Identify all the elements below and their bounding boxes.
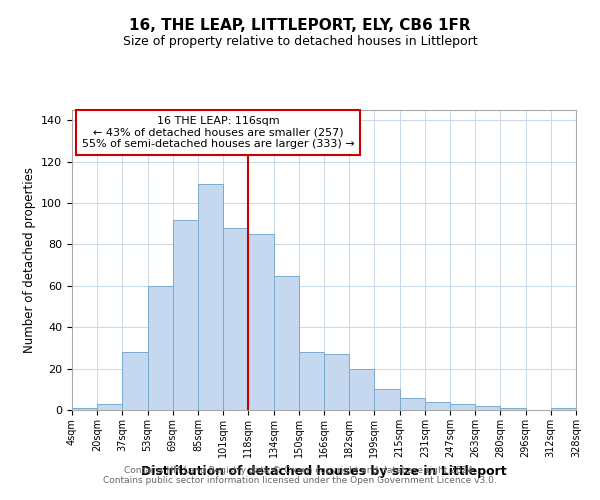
Bar (374, 390, 400, 410)
Bar (248, 234, 274, 410)
Text: 16, THE LEAP, LITTLEPORT, ELY, CB6 1FR: 16, THE LEAP, LITTLEPORT, ELY, CB6 1FR (129, 18, 471, 32)
Bar (97, 404, 122, 410)
Text: 16 THE LEAP: 116sqm
← 43% of detached houses are smaller (257)
55% of semi-detac: 16 THE LEAP: 116sqm ← 43% of detached ho… (82, 116, 355, 149)
Bar (400, 398, 425, 410)
Bar (148, 286, 173, 410)
Bar (475, 406, 500, 410)
Bar (500, 408, 526, 410)
Bar (72, 408, 97, 410)
Text: Contains HM Land Registry data © Crown copyright and database right 2024.
Contai: Contains HM Land Registry data © Crown c… (103, 466, 497, 485)
Bar (425, 402, 450, 410)
Bar (551, 408, 576, 410)
X-axis label: Distribution of detached houses by size in Littleport: Distribution of detached houses by size … (141, 466, 507, 478)
Bar (349, 368, 374, 410)
Text: Size of property relative to detached houses in Littleport: Size of property relative to detached ho… (122, 35, 478, 48)
Bar (173, 220, 198, 410)
Bar (299, 352, 324, 410)
Bar (324, 354, 349, 410)
Bar (450, 404, 475, 410)
Y-axis label: Number of detached properties: Number of detached properties (23, 167, 35, 353)
Bar (198, 184, 223, 410)
Bar (223, 228, 248, 410)
Bar (122, 352, 148, 410)
Bar (274, 276, 299, 410)
